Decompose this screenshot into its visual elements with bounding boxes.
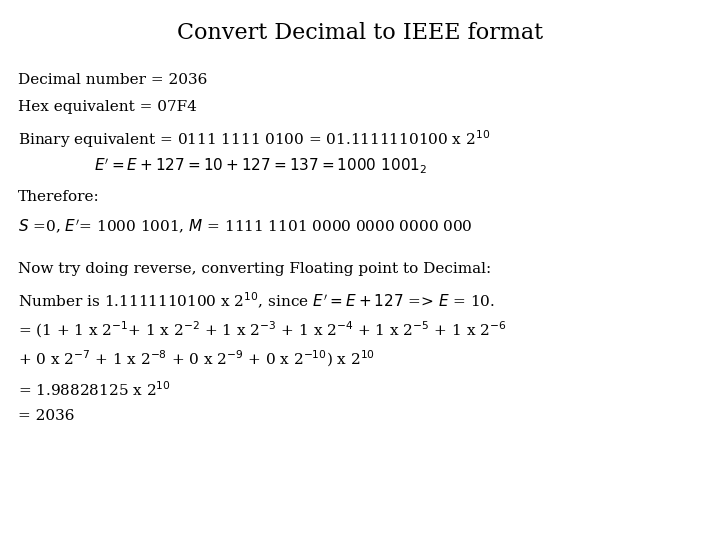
Text: Hex equivalent = 07F4: Hex equivalent = 07F4	[18, 100, 197, 114]
Text: = 1.98828125 x 2$^{10}$: = 1.98828125 x 2$^{10}$	[18, 381, 171, 400]
Text: Now try doing reverse, converting Floating point to Decimal:: Now try doing reverse, converting Floati…	[18, 262, 491, 276]
Text: + 0 x 2$^{-7}$ + 1 x 2$^{-8}$ + 0 x 2$^{-9}$ + 0 x 2$^{-10}$) x 2$^{10}$: + 0 x 2$^{-7}$ + 1 x 2$^{-8}$ + 0 x 2$^{…	[18, 349, 375, 369]
Text: Binary equivalent = 0111 1111 0100 = 01.1111110100 x 2$^{10}$: Binary equivalent = 0111 1111 0100 = 01.…	[18, 129, 490, 150]
Text: = (1 + 1 x 2$^{-1}$+ 1 x 2$^{-2}$ + 1 x 2$^{-3}$ + 1 x 2$^{-4}$ + 1 x 2$^{-5}$ +: = (1 + 1 x 2$^{-1}$+ 1 x 2$^{-2}$ + 1 x …	[18, 320, 506, 340]
Text: $E' = E + 127 = 10 + 127 = 137 = 1000\ 1001_2$: $E' = E + 127 = 10 + 127 = 137 = 1000\ 1…	[94, 157, 427, 176]
Text: Decimal number = 2036: Decimal number = 2036	[18, 73, 207, 87]
Text: = 2036: = 2036	[18, 409, 74, 423]
Text: Convert Decimal to IEEE format: Convert Decimal to IEEE format	[177, 22, 543, 44]
Text: $S$ =0, $E'$= 1000 1001, $M$ = 1111 1101 0000 0000 0000 000: $S$ =0, $E'$= 1000 1001, $M$ = 1111 1101…	[18, 218, 473, 235]
Text: Number is 1.1111110100 x 2$^{10}$, since $E' = E + 127$ => $E$ = 10.: Number is 1.1111110100 x 2$^{10}$, since…	[18, 291, 495, 310]
Text: Therefore:: Therefore:	[18, 190, 100, 204]
